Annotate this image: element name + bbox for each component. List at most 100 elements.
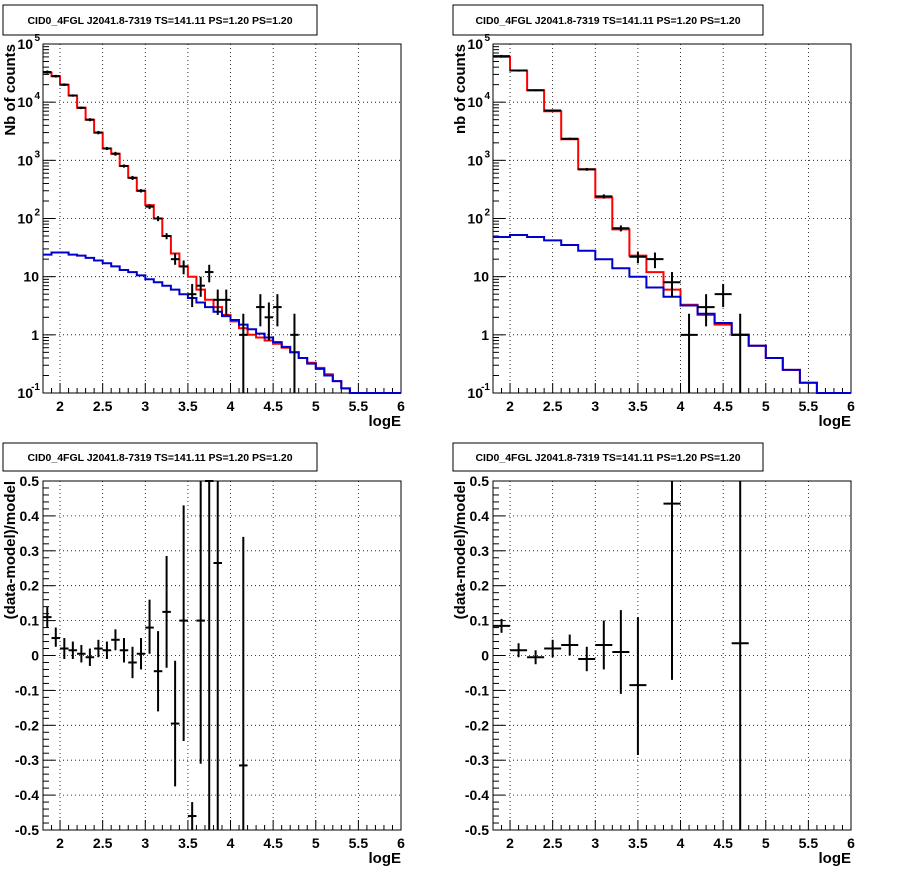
x-axis-label: logE (369, 850, 402, 867)
data-point (544, 639, 562, 658)
y-tick-label: -0.5 (465, 822, 489, 838)
data-point (170, 660, 180, 787)
x-tick-label: 2.5 (93, 398, 113, 414)
data-point (85, 648, 95, 666)
y-tick-label: -0.3 (465, 752, 489, 768)
x-axis-label: logE (369, 413, 402, 430)
y-tick-label: 0 (481, 648, 489, 664)
x-tick-label: 6 (847, 835, 855, 851)
x-tick-label: 4 (677, 835, 685, 851)
data-point (179, 505, 188, 742)
y-tick-label: 0 (31, 648, 39, 664)
chart-panel-3: CID0_4FGL J2041.8-7319 TS=141.11 PS=1.20… (2, 442, 405, 867)
data-point (527, 650, 545, 665)
data-point (578, 167, 596, 171)
data-point (561, 137, 579, 140)
x-tick-label: 2.5 (543, 835, 563, 851)
data-point (290, 313, 299, 393)
data-point (119, 638, 129, 663)
x-tick-label: 5.5 (349, 835, 369, 851)
y-tick-label: 0.2 (470, 578, 490, 594)
x-tick-label: 3.5 (628, 398, 648, 414)
x-tick-label: 3 (591, 398, 599, 414)
x-tick-label: 2 (506, 398, 514, 414)
x-tick-label: 3.5 (628, 835, 648, 851)
y-tick-exponent: 4 (34, 91, 40, 102)
x-tick-label: 3 (591, 835, 599, 851)
series-1 (493, 55, 851, 394)
x-tick-label: 3 (141, 835, 149, 851)
y-tick-label: -0.4 (465, 787, 489, 803)
data-point (145, 204, 154, 210)
data-point (128, 175, 137, 180)
y-tick-label: 0.5 (470, 473, 490, 489)
x-tick-label: 4 (227, 398, 235, 414)
y-axis-label: nb of counts (452, 44, 469, 134)
data-point (145, 599, 154, 654)
data-point (493, 54, 511, 58)
y-tick-label: 1 (481, 327, 489, 343)
y-tick-label: -0.3 (15, 752, 39, 768)
x-tick-label: 4.5 (263, 398, 283, 414)
y-tick-label: 10 (17, 385, 33, 401)
x-tick-label: 5 (762, 835, 770, 851)
data-point (94, 130, 103, 135)
x-tick-label: 5.5 (799, 835, 819, 851)
y-tick-exponent: 2 (34, 208, 40, 219)
x-tick-label: 2.5 (93, 835, 113, 851)
data-point (51, 627, 61, 647)
x-tick-label: 5.5 (799, 398, 819, 414)
chart-title: CID0_4FGL J2041.8-7319 TS=141.11 PS=1.20… (27, 452, 292, 464)
y-tick-label: 0.5 (20, 473, 40, 489)
x-tick-label: 5 (312, 835, 320, 851)
y-tick-exponent: 4 (484, 91, 490, 102)
grid-lines (43, 43, 402, 394)
data-point (94, 639, 103, 658)
data-point (162, 556, 171, 668)
y-axis: -0.5 -0.4 -0.3 -0.2 -0.1 0 0.1 0.2 0.3 0.4 0.5(dat… (452, 473, 505, 838)
data-point (578, 646, 596, 672)
data-point (213, 481, 222, 830)
y-tick-exponent: -1 (31, 382, 40, 393)
data-point (187, 802, 197, 830)
y-tick-label: 10 (467, 385, 483, 401)
x-tick-label: 3 (141, 398, 149, 414)
y-tick-exponent: -1 (481, 382, 490, 393)
y-tick-label: 0.2 (20, 578, 40, 594)
data-point (595, 620, 613, 670)
x-tick-label: 3.5 (178, 398, 198, 414)
y-tick-exponent: 3 (484, 149, 490, 160)
y-tick-label: 10 (17, 152, 33, 168)
data-point (264, 302, 274, 341)
data-point (102, 146, 112, 151)
series-line (43, 71, 401, 394)
data-point (612, 225, 630, 232)
y-tick-label: 10 (473, 269, 489, 285)
data-point (239, 536, 248, 830)
y-tick-label: 0.4 (470, 508, 490, 524)
y-tick-label: 10 (467, 94, 483, 110)
y-axis-label: (data-model)/model (452, 481, 469, 619)
data-point (153, 216, 163, 222)
chart-panel-1: CID0_4FGL J2041.8-7319 TS=141.11 PS=1.20… (2, 4, 405, 430)
y-tick-exponent: 5 (484, 33, 490, 44)
grid-lines (43, 480, 402, 831)
series-3 (43, 70, 299, 393)
series-line (43, 251, 401, 394)
data-point (731, 481, 749, 830)
data-point (77, 106, 86, 110)
y-tick-label: 10 (467, 211, 483, 227)
y-tick-label: 10 (17, 94, 33, 110)
y-tick-label: -0.2 (465, 717, 489, 733)
chart-title-box (2, 4, 318, 36)
data-point (222, 289, 231, 315)
y-tick-label: 0.4 (20, 508, 40, 524)
data-point (595, 194, 613, 199)
x-tick-label: 5.5 (349, 398, 369, 414)
data-point (162, 233, 171, 240)
x-tick-label: 4.5 (713, 398, 733, 414)
data-point (663, 481, 681, 680)
data-point (196, 481, 205, 764)
